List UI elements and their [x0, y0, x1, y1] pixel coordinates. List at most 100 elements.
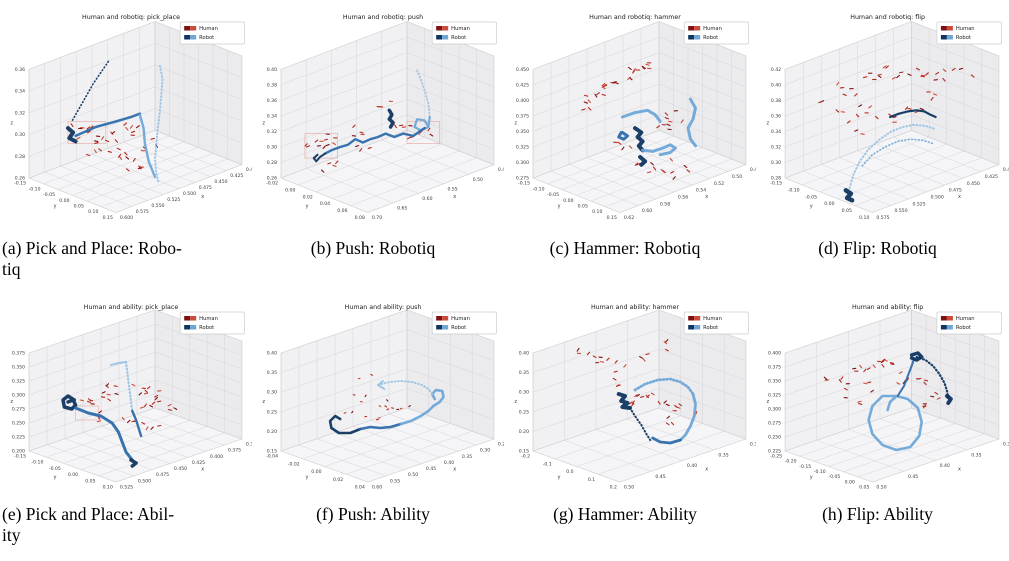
- human-quiver-marks: [79, 383, 178, 431]
- plot-title: Human and ability: hammer: [591, 304, 680, 311]
- svg-text:0.50: 0.50: [624, 485, 634, 491]
- svg-text:0.38: 0.38: [771, 98, 781, 104]
- svg-text:z: z: [10, 399, 13, 405]
- plot-title: Human and ability: pick_place: [84, 304, 179, 311]
- svg-text:0.40: 0.40: [940, 463, 950, 469]
- plot-svg-flip-robotiq: 0.28 0.30 0.32 0.34 0.36 0.38 0.40 0.42 -0.15 -0.…: [766, 14, 1009, 221]
- svg-text:0.350: 0.350: [516, 129, 529, 135]
- svg-text:0.34: 0.34: [15, 89, 25, 95]
- svg-text:Robot: Robot: [199, 325, 214, 331]
- tick-labels: 0.200 0.225 0.250 0.275 0.300 0.325 0.350 0.375…: [10, 351, 252, 491]
- svg-text:-0.05: -0.05: [828, 474, 840, 480]
- svg-text:0.200: 0.200: [12, 449, 25, 455]
- svg-text:Human: Human: [199, 26, 218, 32]
- human-cluster-box: [406, 121, 441, 144]
- svg-text:-0.02: -0.02: [266, 181, 278, 187]
- axes-3d: [532, 309, 747, 483]
- human-quiver-marks: [818, 65, 975, 135]
- human-quiver-marks: [70, 122, 159, 172]
- svg-text:z: z: [766, 399, 769, 405]
- svg-text:y: y: [306, 203, 309, 209]
- svg-text:x: x: [958, 194, 961, 200]
- plot-title: Human and robotiq: pick_place: [82, 14, 180, 21]
- svg-text:0.30: 0.30: [480, 448, 490, 454]
- svg-text:0.325: 0.325: [12, 379, 25, 385]
- svg-text:0.475: 0.475: [199, 185, 212, 191]
- svg-text:-0.10: -0.10: [788, 187, 800, 193]
- svg-text:y: y: [558, 203, 561, 209]
- svg-text:0.32: 0.32: [15, 110, 25, 116]
- tick-labels: 0.275 0.300 0.325 0.350 0.375 0.400 0.425 0.450…: [514, 67, 756, 221]
- robot-trajectories: [617, 97, 697, 167]
- tick-labels: 0.2250.2500.2750.3000.3250.3500.3750.400…: [766, 351, 1009, 491]
- svg-text:0.50: 0.50: [732, 174, 742, 180]
- svg-text:0.300: 0.300: [768, 407, 781, 413]
- svg-text:0.25: 0.25: [267, 409, 277, 415]
- svg-text:z: z: [262, 399, 265, 405]
- svg-text:z: z: [262, 121, 265, 127]
- svg-text:0.28: 0.28: [771, 176, 781, 182]
- svg-text:0.10: 0.10: [88, 209, 98, 215]
- svg-text:0.35: 0.35: [462, 454, 472, 460]
- svg-text:0.65: 0.65: [397, 205, 407, 211]
- svg-text:0.20: 0.20: [267, 429, 277, 435]
- caption-e: (e) Pick and Place: Abil-ity: [0, 498, 252, 556]
- svg-text:0.10: 0.10: [859, 215, 869, 221]
- svg-text:0.0: 0.0: [566, 469, 573, 475]
- svg-text:0.400: 0.400: [768, 351, 781, 357]
- svg-text:-0.10: -0.10: [29, 186, 41, 192]
- svg-text:0.450: 0.450: [516, 67, 529, 73]
- svg-text:0.28: 0.28: [267, 160, 277, 166]
- svg-text:z: z: [10, 121, 13, 127]
- human-cluster-box: [67, 121, 107, 144]
- svg-text:0.375: 0.375: [228, 448, 241, 454]
- robot-trajectories: [843, 109, 937, 203]
- robot-trajectories: [312, 69, 431, 163]
- svg-text:0.26: 0.26: [267, 176, 277, 182]
- legend-human-swatch: [940, 316, 947, 321]
- svg-text:0.05: 0.05: [74, 204, 84, 210]
- legend-human-swatch: [436, 26, 443, 31]
- legend: Human Robot: [431, 21, 497, 45]
- svg-text:0.05: 0.05: [578, 204, 588, 210]
- svg-text:0.250: 0.250: [768, 435, 781, 441]
- caption-g: (g) Hammer: Ability: [504, 498, 756, 556]
- plot-svg-pick-place-robotiq: 0.26 0.28 0.30 0.32 0.34 0.36 -0.15-0.10-0.05 0…: [10, 14, 252, 221]
- svg-text:y: y: [54, 475, 57, 481]
- svg-text:-0.20: -0.20: [785, 459, 797, 465]
- svg-text:0.225: 0.225: [12, 435, 25, 441]
- svg-text:0.30: 0.30: [750, 442, 756, 448]
- svg-text:0.28: 0.28: [15, 154, 25, 160]
- caption-f-line1: (f) Push: Ability: [316, 504, 430, 524]
- svg-text:x: x: [705, 466, 708, 472]
- svg-text:0.25: 0.25: [498, 442, 504, 448]
- human-quiver-marks: [576, 339, 698, 426]
- svg-text:0.1: 0.1: [588, 477, 595, 483]
- svg-text:0.450: 0.450: [967, 181, 980, 187]
- plot-svg-push-ability: 0.15 0.20 0.25 0.30 0.35 0.40 -0.04 -0.02 0.00 0.…: [262, 304, 504, 491]
- caption-a-line2: tiq: [2, 258, 21, 279]
- svg-text:0.275: 0.275: [516, 176, 529, 182]
- svg-text:0.48: 0.48: [750, 167, 756, 173]
- svg-text:0.15: 0.15: [607, 215, 617, 221]
- plot-svg-hammer-ability: 0.15 0.20 0.25 0.30 0.35 0.40 -0.2 -0.1 0.0 0.1 0.…: [514, 304, 756, 491]
- svg-text:Robot: Robot: [703, 35, 718, 41]
- svg-text:0.575: 0.575: [876, 215, 889, 221]
- robot-trajectories: [616, 377, 697, 445]
- caption-a-line1: (a) Pick and Place: Robo-: [2, 238, 182, 258]
- svg-text:0.40: 0.40: [267, 351, 277, 357]
- svg-text:0.06: 0.06: [337, 208, 347, 214]
- svg-text:0.52: 0.52: [714, 181, 724, 187]
- svg-text:y: y: [810, 203, 813, 209]
- svg-text:-0.02: -0.02: [288, 461, 300, 467]
- svg-text:x: x: [201, 466, 204, 472]
- svg-text:Robot: Robot: [199, 35, 214, 41]
- svg-text:0.62: 0.62: [624, 215, 634, 221]
- svg-text:0.00: 0.00: [59, 198, 69, 204]
- axes-3d: [28, 309, 243, 483]
- svg-text:0.15: 0.15: [519, 449, 529, 455]
- robot-trajectories: [867, 351, 953, 452]
- svg-text:0.40: 0.40: [519, 351, 529, 357]
- svg-text:-0.04: -0.04: [266, 454, 278, 460]
- svg-text:0.00: 0.00: [824, 201, 834, 207]
